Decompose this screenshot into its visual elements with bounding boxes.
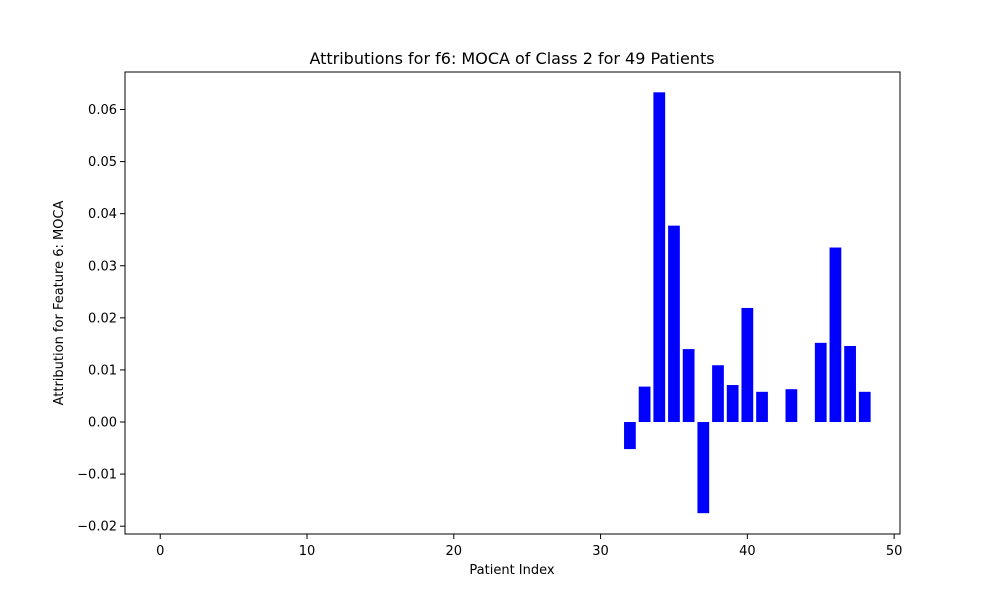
bar-patient-36: [682, 349, 695, 423]
y-tick-label: −0.02: [77, 520, 117, 535]
x-tick-label: 50: [886, 544, 903, 559]
bar-patient-33: [638, 386, 651, 423]
y-tick-label: 0.04: [88, 207, 117, 222]
plot-frame: [124, 71, 901, 535]
x-axis-ticks: 0 10 20 30 40 50: [156, 534, 902, 559]
y-tick-label: 0.03: [88, 259, 117, 274]
y-axis-ticks: −0.02 −0.01 0.00 0.01 0.02 0.03 0.04 0.05 0.06: [77, 103, 125, 535]
y-tick-label: 0.05: [88, 155, 117, 170]
x-tick-label: 10: [299, 544, 316, 559]
bar-patient-47: [844, 345, 856, 423]
x-axis-label: Patient Index: [469, 563, 554, 578]
bar-patient-41: [756, 391, 768, 423]
bar-patient-48: [858, 391, 871, 423]
y-tick-label: −0.01: [77, 468, 117, 483]
bar-patient-45: [814, 342, 827, 423]
bars-group: [624, 92, 871, 514]
chart-title: Attributions for f6: MOCA of Class 2 for…: [309, 49, 714, 68]
bar-patient-35: [668, 225, 680, 423]
x-tick-label: 40: [739, 544, 756, 559]
bar-patient-32: [624, 422, 636, 450]
x-tick-label: 20: [446, 544, 463, 559]
bar-patient-43: [785, 389, 798, 423]
y-tick-label: 0.00: [88, 416, 117, 431]
y-axis-label: Attribution for Feature 6: MOCA: [52, 200, 67, 405]
y-tick-label: 0.01: [88, 363, 117, 378]
bar-patient-46: [829, 247, 842, 423]
x-tick-label: 30: [592, 544, 609, 559]
bar-patient-34: [653, 92, 666, 423]
bar-patient-38: [712, 365, 724, 423]
y-tick-label: 0.02: [88, 311, 117, 326]
bar-patient-39: [726, 385, 739, 423]
bar-patient-37: [697, 422, 710, 514]
x-tick-label: 0: [156, 544, 164, 559]
bar-patient-40: [741, 307, 754, 423]
y-tick-label: 0.06: [88, 103, 117, 118]
